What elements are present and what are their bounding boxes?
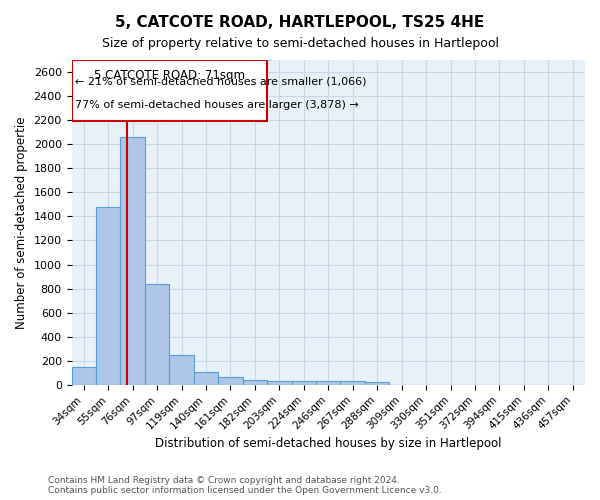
Bar xyxy=(292,380,316,385)
Bar xyxy=(218,377,242,385)
Y-axis label: Number of semi-detached propertie: Number of semi-detached propertie xyxy=(15,116,28,328)
Text: 5 CATCOTE ROAD: 71sqm: 5 CATCOTE ROAD: 71sqm xyxy=(94,69,245,82)
Bar xyxy=(340,382,365,385)
Text: ← 21% of semi-detached houses are smaller (1,066): ← 21% of semi-detached houses are smalle… xyxy=(75,76,367,86)
FancyBboxPatch shape xyxy=(71,60,267,121)
Bar xyxy=(365,382,389,385)
Text: 77% of semi-detached houses are larger (3,878) →: 77% of semi-detached houses are larger (… xyxy=(75,100,359,110)
Bar xyxy=(169,355,194,385)
Bar xyxy=(71,367,96,385)
Text: Contains HM Land Registry data © Crown copyright and database right 2024.
Contai: Contains HM Land Registry data © Crown c… xyxy=(48,476,442,495)
Bar xyxy=(96,208,121,385)
Bar xyxy=(194,372,218,385)
Bar xyxy=(145,284,169,385)
X-axis label: Distribution of semi-detached houses by size in Hartlepool: Distribution of semi-detached houses by … xyxy=(155,437,502,450)
Bar xyxy=(316,380,340,385)
Bar xyxy=(242,380,267,385)
Text: Size of property relative to semi-detached houses in Hartlepool: Size of property relative to semi-detach… xyxy=(101,38,499,51)
Bar xyxy=(267,380,292,385)
Bar xyxy=(121,137,145,385)
Text: 5, CATCOTE ROAD, HARTLEPOOL, TS25 4HE: 5, CATCOTE ROAD, HARTLEPOOL, TS25 4HE xyxy=(115,15,485,30)
